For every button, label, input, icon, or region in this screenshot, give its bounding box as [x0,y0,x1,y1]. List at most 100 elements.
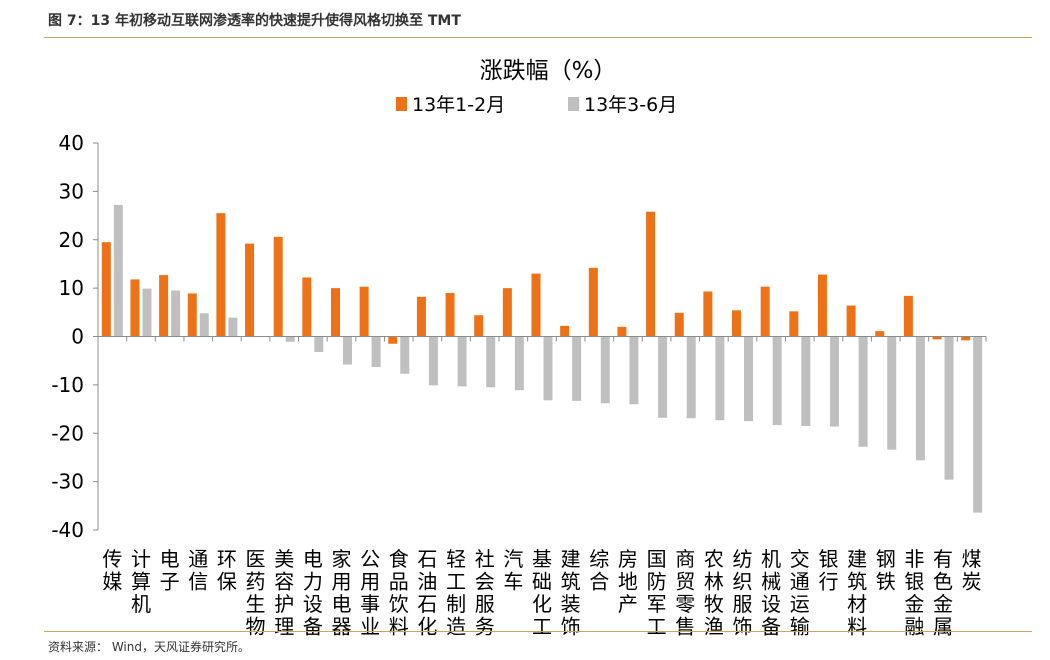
bar-s1 [760,286,770,337]
category-label: 钢铁 [876,547,896,594]
y-tick-label: 10 [59,276,84,300]
bar-s1 [903,295,913,337]
bar-s2 [514,336,524,391]
category-label: 农林牧渔 [704,547,724,639]
bar-s1 [932,336,942,340]
bar-s2 [887,336,897,450]
figure-caption: 图 7：13 年初移动互联网渗透率的快速提升使得风格切换至 TMT [48,13,461,29]
legend: 13年1-2月 13年3-6月 [396,94,677,116]
bar-s1 [817,274,827,337]
bar-s2 [142,288,152,337]
y-tick-label: -30 [51,470,84,494]
y-tick-label: 20 [59,228,84,252]
bar-s2 [915,336,925,461]
bar-s1 [502,288,512,337]
y-tick-label: 30 [59,179,84,203]
bar-s2 [572,336,582,401]
category-label: 煤炭 [962,547,982,594]
legend-swatch-2 [568,97,579,111]
category-label: 建筑材料 [847,547,867,639]
category-label: 汽车 [503,547,523,594]
bar-s2 [428,336,438,386]
bar-s2 [199,313,209,337]
category-label: 传媒 [102,547,122,594]
bar-s1 [674,312,684,337]
source-note: 资料来源： Wind，天风证券研究所。 [48,640,250,654]
bar-s1 [617,326,627,337]
category-label: 基础化工 [532,547,552,639]
bar-s2 [801,336,811,426]
bar-s1 [130,279,140,337]
bar-s1 [187,293,197,337]
bar-s2 [973,336,983,513]
bar-s1 [359,286,369,337]
y-tick-label: -10 [51,373,84,397]
y-tick-label: 40 [59,131,84,155]
y-tick-label: -20 [51,421,84,445]
bar-s2 [715,336,725,421]
category-label: 建筑装饰 [561,547,581,639]
bar-s1 [388,336,398,344]
bar-s2 [858,336,868,447]
bar-s2 [457,336,467,387]
bar-s1 [703,291,713,337]
bar-s2 [113,204,123,337]
category-label: 医药生物 [246,547,266,639]
bar-s2 [342,336,352,365]
category-label: 社会服务 [475,547,495,639]
legend-label-2: 13年3-6月 [584,94,677,116]
bar-s1 [646,211,656,337]
category-label: 家用电器 [331,547,351,639]
bar-s1 [588,267,598,337]
bar-s1 [302,277,312,337]
bottom-divider [44,631,1032,632]
category-label: 交通运输 [790,547,810,639]
category-label: 房地产 [618,547,638,616]
bar-s2 [400,336,410,374]
bar-s1 [159,275,169,337]
bar-s1 [875,331,885,337]
category-label: 纺织服饰 [733,547,753,639]
bar-s2 [314,336,324,352]
bar-s1 [216,213,226,337]
category-label: 银行 [818,547,838,594]
bar-s1 [531,273,541,337]
bar-s2 [371,336,381,367]
bar-s2 [772,336,782,426]
y-axis: 40 30 20 10 0 -10 -20 -30 -40 [51,131,99,542]
bar-s1 [846,305,856,337]
bar-s2 [171,290,181,337]
category-label: 环保 [217,547,237,594]
category-label: 公用事业 [360,547,380,639]
bar-s2 [285,336,295,342]
bar-s2 [543,336,553,401]
legend-label-1: 13年1-2月 [412,94,505,116]
x-axis: 传媒计算机电子通信环保医药生物美容护理电力设备家用电器公用事业食品饮料石油石化轻… [97,336,987,639]
legend-swatch-1 [396,97,407,111]
bar-s1 [789,311,799,337]
bar-s1 [273,236,283,337]
bar-s2 [658,336,668,418]
bar-s2 [486,336,496,388]
bar-s1 [474,315,484,337]
bar-s1 [961,336,971,341]
category-label: 轻工制造 [446,547,466,639]
bar-s1 [416,296,426,337]
category-label: 美容护理 [274,547,294,639]
bar-s1 [330,288,340,337]
top-divider [44,37,1032,38]
bar-s2 [744,336,754,422]
chart-title: 涨跌幅（%） [480,58,617,84]
category-label: 电力设备 [303,547,323,639]
bar-s2 [829,336,839,427]
bar-s1 [445,292,455,337]
category-label: 电子 [160,547,180,594]
category-label: 商贸零售 [675,547,695,639]
bars [101,204,983,513]
category-label: 食品饮料 [389,547,409,639]
bar-s2 [944,336,954,480]
bar-s1 [101,242,111,337]
category-label: 有色金属 [933,547,953,639]
bar-s2 [629,336,639,405]
